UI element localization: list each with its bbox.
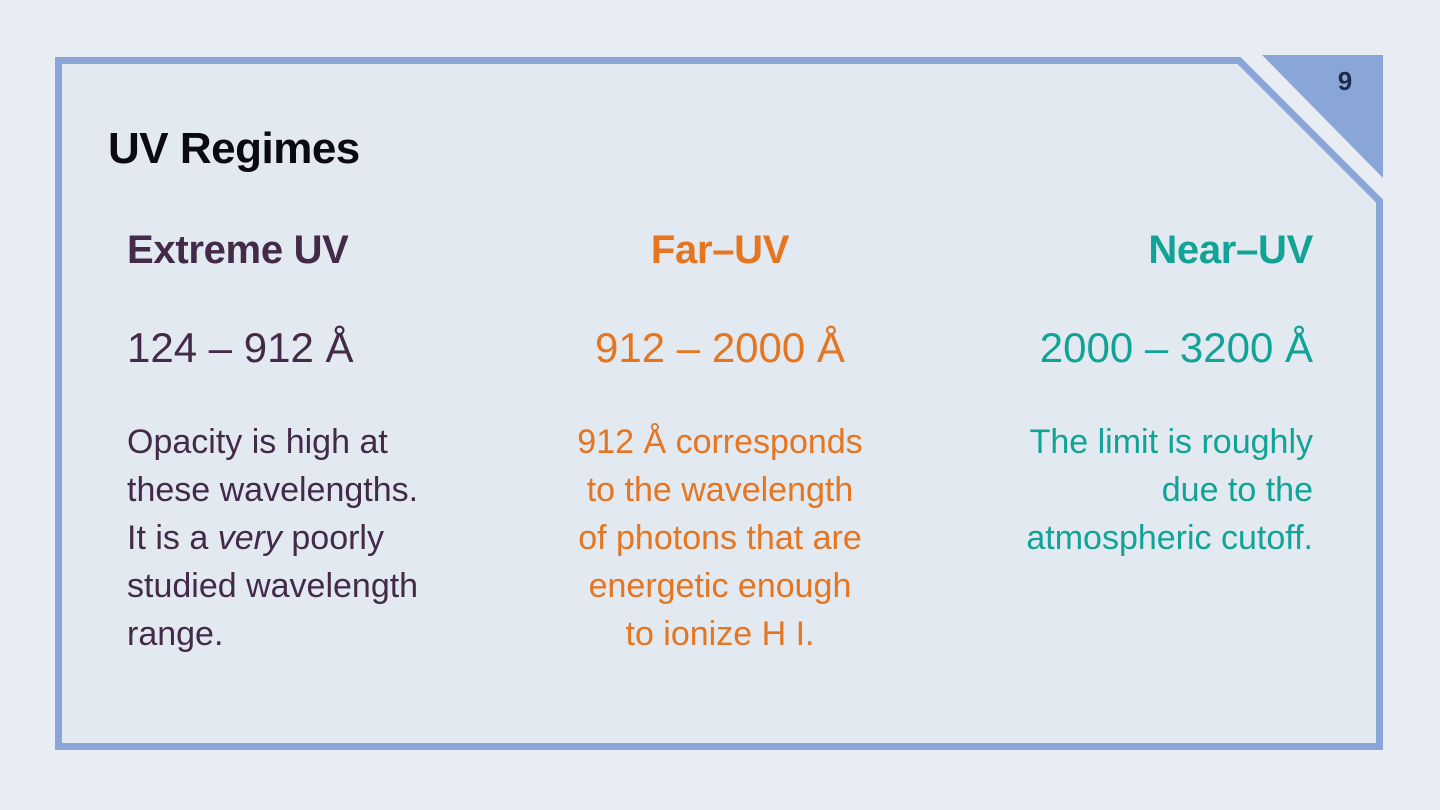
far-uv-range: 912 – 2000 Å bbox=[595, 324, 845, 371]
extreme-uv-body-italic: very bbox=[217, 519, 282, 557]
near-uv-range: 2000 – 3200 Å bbox=[1039, 324, 1313, 371]
extreme-uv-body: Opacity is high at these wavelengths. It… bbox=[127, 418, 497, 658]
near-uv-header: Near–UV bbox=[1148, 228, 1313, 272]
card-outline bbox=[55, 57, 1383, 750]
page-number: 9 bbox=[1337, 66, 1353, 96]
corner-triangle bbox=[1262, 55, 1383, 178]
column-far-uv: Far–UV 912 – 2000 Å 912 Å corresponds to… bbox=[522, 226, 917, 658]
slide-title: UV Regimes bbox=[108, 124, 360, 174]
columns-container: Extreme UV 124 – 912 Å Opacity is high a… bbox=[127, 226, 1313, 658]
extreme-uv-body-post: poorly studied wavelength range. bbox=[127, 519, 419, 653]
extreme-uv-header: Extreme UV bbox=[127, 228, 349, 272]
column-extreme-uv: Extreme UV 124 – 912 Å Opacity is high a… bbox=[127, 226, 522, 658]
extreme-uv-range: 124 – 912 Å bbox=[127, 324, 354, 371]
far-uv-header: Far–UV bbox=[650, 228, 790, 272]
extreme-uv-body-pre: Opacity is high at these wavelengths. It… bbox=[127, 423, 419, 557]
column-near-uv: Near–UV 2000 – 3200 Å The limit is rough… bbox=[918, 226, 1313, 658]
near-uv-body: The limit is roughly due to the atmosphe… bbox=[1026, 423, 1313, 557]
far-uv-body: 912 Å corresponds to the wavelength of p… bbox=[577, 423, 863, 653]
